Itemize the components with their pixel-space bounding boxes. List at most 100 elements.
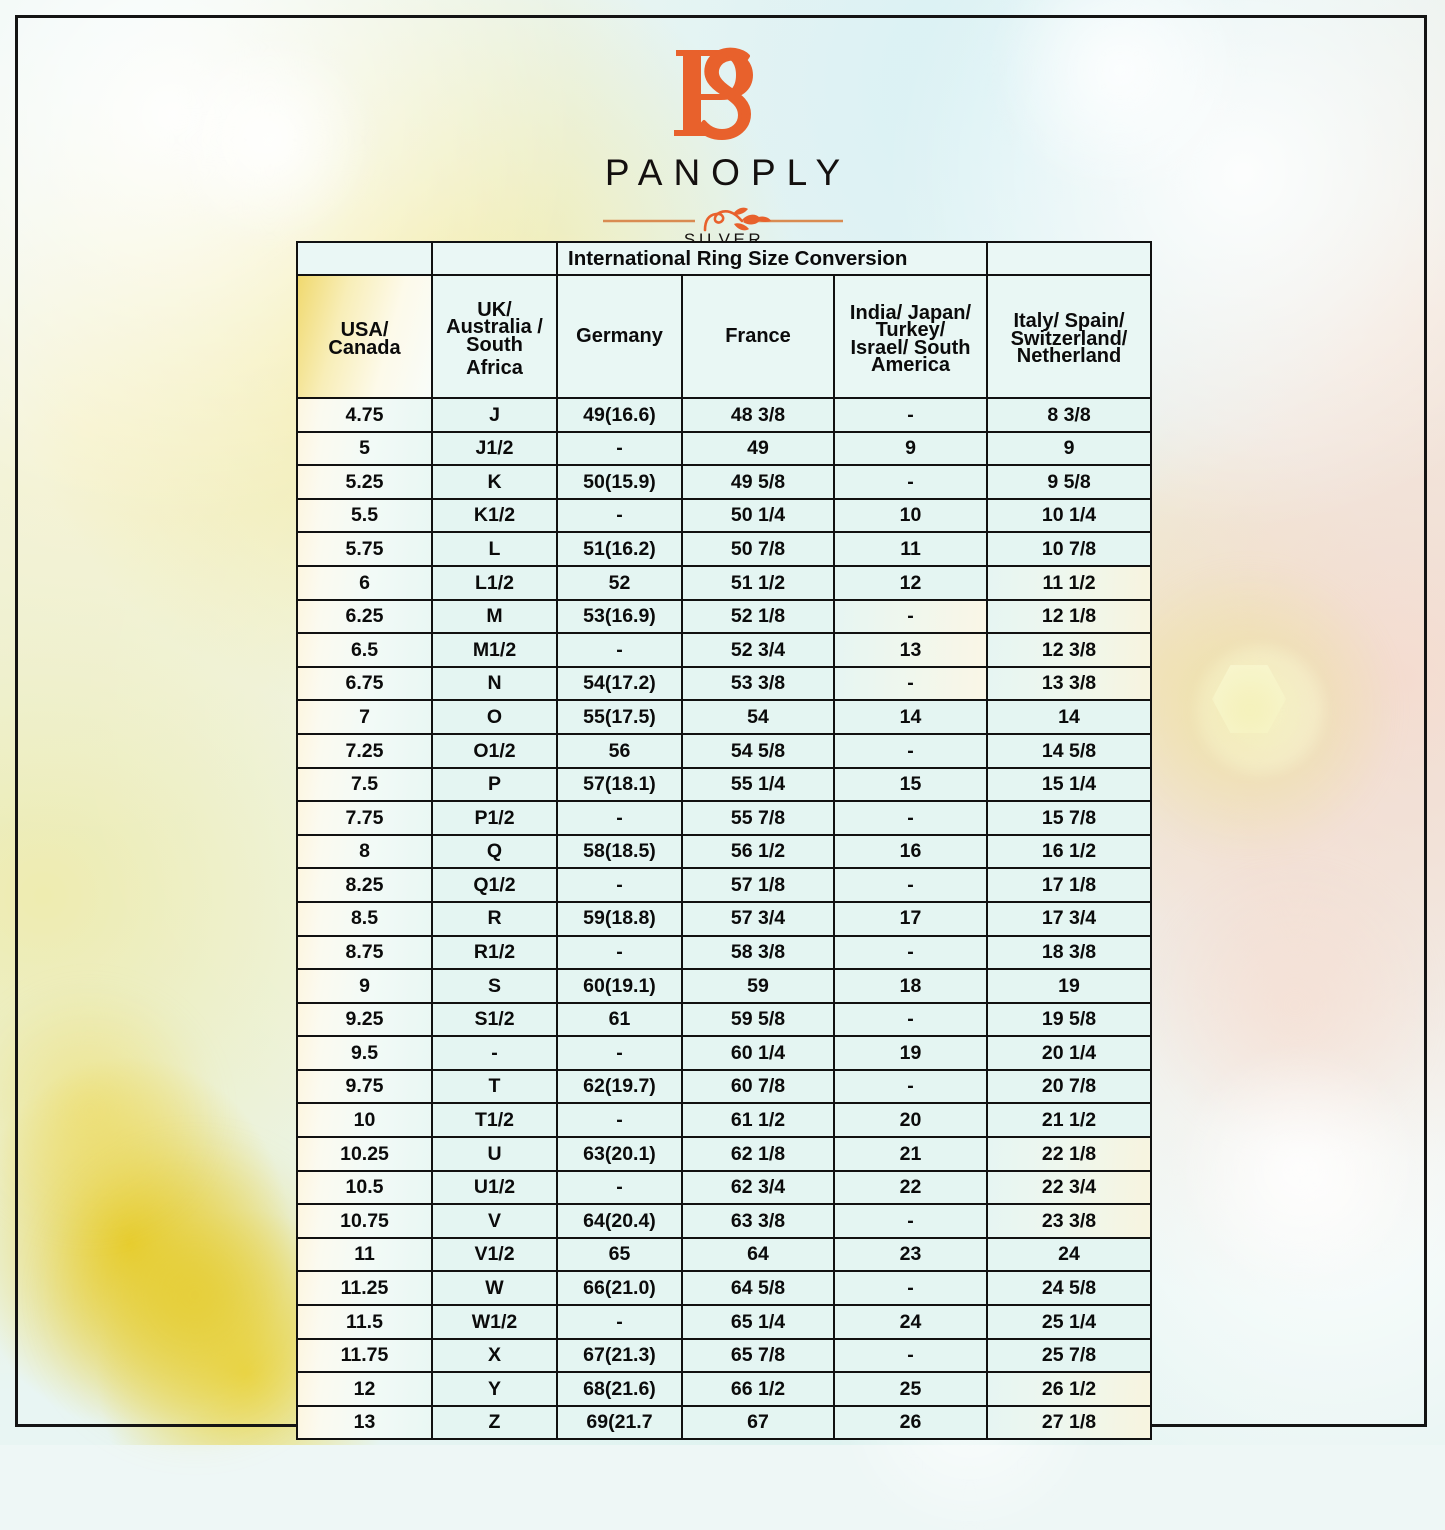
cell-italy-spain-switzerland-netherland: 10 7/8 [986,531,1153,567]
table-header-row: USA/ Canada UK/ Australia / South Africa… [296,274,1153,399]
cell-france: 51 1/2 [681,564,835,601]
cell-usa-canada: 11 [296,1236,433,1273]
cell-usa-canada: 8 [296,833,433,870]
cell-uk-australia-southafrica: V [431,1203,558,1239]
table-row: 13 Z 69(21.7 67 26 27 1/8 [296,1404,1153,1441]
table-row: 10 T1/2-61 1/2 20 21 1/2 [296,1102,1153,1139]
cell-italy-spain-switzerland-netherland: 27 1/8 [986,1404,1153,1441]
cell-usa-canada: 7.5 [296,766,433,803]
table-row: 6.25 M 53(16.9) 52 1/8-12 1/8 [296,598,1153,635]
cell-france: 52 3/4 [681,632,835,668]
cell-india-japan-turkey-israel-southamerica: - [832,1001,989,1038]
header-line: India/ Japan/ [849,301,972,324]
cell-uk-australia-southafrica: Q [431,833,558,870]
cell-germany: 65 [556,1236,683,1273]
cell-italy-spain-switzerland-netherland: 19 [986,968,1153,1004]
cell-usa-canada: 5.5 [296,497,433,534]
cell-germany: - [556,1035,683,1071]
cell-uk-australia-southafrica: S1/2 [431,1001,558,1038]
cell-germany: - [556,1169,683,1206]
header-line: America [871,353,950,376]
cell-usa-canada: 8.5 [296,900,433,937]
leaf-flourish-icon [602,207,843,232]
cell-germany: - [556,632,683,668]
cell-italy-spain-switzerland-netherland: 19 5/8 [986,1001,1153,1038]
column-header-usa-canada: USA/ Canada [296,274,433,399]
cell-italy-spain-switzerland-netherland: 14 5/8 [986,732,1153,769]
header-line: Canada [328,336,401,359]
cell-india-japan-turkey-israel-southamerica: - [832,1337,989,1374]
cell-france: 61 1/2 [681,1102,835,1139]
cell-italy-spain-switzerland-netherland: 22 1/8 [986,1136,1153,1172]
cell-france: 55 7/8 [681,800,835,836]
cell-uk-australia-southafrica: O [431,699,558,735]
cell-usa-canada: 9 [296,968,433,1004]
cell-france: 54 [681,699,835,735]
header-line: Italy/ Spain/ [1013,310,1125,333]
cell-usa-canada: 5.75 [296,531,433,567]
cell-uk-australia-southafrica: L1/2 [431,564,558,601]
cell-germany: - [556,1102,683,1139]
cell-france: 52 1/8 [681,598,835,635]
table-title-row: International Ring Size Conversion [296,241,1153,276]
table-row: 10.75 V 64(20.4) 63 3/8-23 3/8 [296,1203,1153,1239]
cell-india-japan-turkey-israel-southamerica: - [832,598,989,635]
title-row-spacer-uk [431,241,558,276]
cell-italy-spain-switzerland-netherland: 20 7/8 [986,1068,1153,1105]
cell-france: 55 1/4 [681,766,835,803]
table-row: 7.25 O1/2 56 54 5/8-14 5/8 [296,732,1153,769]
table-row: 4.75 J 49(16.6) 48 3/8-8 3/8 [296,397,1153,433]
cell-france: 64 5/8 [681,1270,835,1307]
table-row: 9.25 S1/2 61 59 5/8-19 5/8 [296,1001,1153,1038]
table-row: 9.75 T 62(19.7) 60 7/8-20 7/8 [296,1068,1153,1105]
cell-france: 54 5/8 [681,732,835,769]
cell-usa-canada: 4.75 [296,397,433,433]
cell-india-japan-turkey-israel-southamerica: 16 [832,833,989,870]
table-row: 8 Q 58(18.5) 56 1/2 16 16 1/2 [296,833,1153,870]
cell-uk-australia-southafrica: O1/2 [431,732,558,769]
table-row: 11 V1/2 65 64 23 24 [296,1236,1153,1273]
cell-uk-australia-southafrica: X [431,1337,558,1374]
cell-italy-spain-switzerland-netherland: 23 3/8 [986,1203,1153,1239]
cell-italy-spain-switzerland-netherland: 17 1/8 [986,867,1153,903]
cell-india-japan-turkey-israel-southamerica: 10 [832,497,989,534]
cell-italy-spain-switzerland-netherland: 24 [986,1236,1153,1273]
cell-france: 60 1/4 [681,1035,835,1071]
cell-india-japan-turkey-israel-southamerica: 14 [832,699,989,735]
column-header-france: France [681,274,835,399]
bokeh-blob [0,980,220,1240]
cell-usa-canada: 7.25 [296,732,433,769]
cell-germany: - [556,1304,683,1340]
ps-monogram-icon [673,47,753,140]
table-row: 5.5 K1/2-50 1/4 10 10 1/4 [296,497,1153,534]
header-line: UK/ [477,298,512,321]
cell-france: 56 1/2 [681,833,835,870]
cell-uk-australia-southafrica: J1/2 [431,430,558,467]
cell-france: 50 1/4 [681,497,835,534]
cell-uk-australia-southafrica: - [431,1035,558,1071]
table-row: 5 J1/2-49 9 9 [296,430,1153,467]
cell-germany: 55(17.5) [556,699,683,735]
cell-france: 49 [681,430,835,467]
cell-germany: 54(17.2) [556,665,683,702]
cell-uk-australia-southafrica: V1/2 [431,1236,558,1273]
cell-india-japan-turkey-israel-southamerica: 19 [832,1035,989,1071]
cell-france: 53 3/8 [681,665,835,702]
cell-germany: - [556,800,683,836]
cell-germany: 67(21.3) [556,1337,683,1374]
cell-usa-canada: 6.75 [296,665,433,702]
cell-france: 62 1/8 [681,1136,835,1172]
cell-germany: 60(19.1) [556,968,683,1004]
cell-italy-spain-switzerland-netherland: 14 [986,699,1153,735]
cell-uk-australia-southafrica: Z [431,1404,558,1441]
cell-india-japan-turkey-israel-southamerica: 24 [832,1304,989,1340]
cell-italy-spain-switzerland-netherland: 9 5/8 [986,464,1153,500]
cell-france: 65 1/4 [681,1304,835,1340]
cell-germany: 68(21.6) [556,1371,683,1407]
cell-india-japan-turkey-israel-southamerica: - [832,397,989,433]
title-row-spacer-usa [296,241,433,276]
brand-logo: PANOPLY SILVER [0,42,1445,250]
cell-italy-spain-switzerland-netherland: 16 1/2 [986,833,1153,870]
cell-usa-canada: 12 [296,1371,433,1407]
